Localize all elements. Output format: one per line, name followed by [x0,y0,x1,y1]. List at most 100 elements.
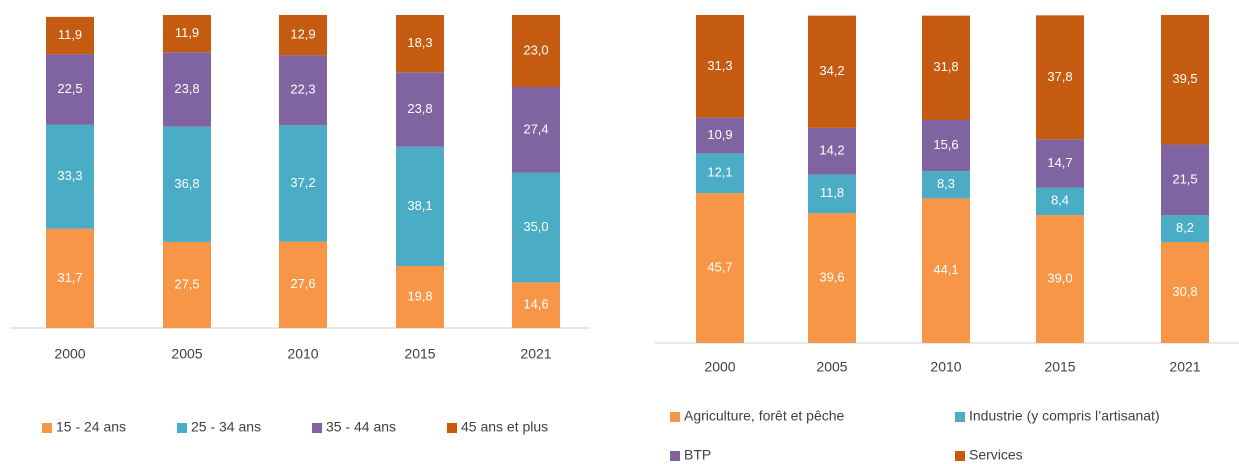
data-label: 23,0 [523,42,548,57]
data-label: 34,2 [819,63,844,78]
bar-segment [696,15,744,118]
data-label: 12,9 [290,27,315,42]
data-label: 39,5 [1172,71,1197,86]
legend-swatch [955,412,965,422]
data-label: 12,1 [707,165,732,180]
bar-segment [1161,144,1209,216]
bar-segment [396,15,444,73]
bar-segment [808,127,856,175]
bar-segment [396,266,444,328]
data-label: 37,2 [290,175,315,190]
bar-segment [512,172,560,283]
data-label: 35,0 [523,219,548,234]
x-tick-label: 2005 [171,346,202,362]
data-label: 23,8 [174,81,199,96]
bar-segment [512,15,560,87]
legend-swatch [447,423,457,433]
bar-segment [808,15,856,128]
x-tick-label: 2000 [54,346,85,362]
bar-segment [279,15,327,56]
data-label: 19,8 [407,288,432,303]
bar-segment [696,153,744,194]
bar-segment [46,124,94,229]
legend-swatch [670,451,680,461]
bar-segment [696,117,744,154]
bar-segment [808,174,856,214]
x-tick-label: 2015 [404,346,435,362]
bar-segment [696,193,744,343]
data-label: 39,6 [819,269,844,284]
data-label: 45,7 [707,259,732,274]
bar-segment [1161,15,1209,145]
legend-swatch [177,423,187,433]
bar-segment [808,213,856,343]
data-label: 11,9 [175,25,199,40]
data-label: 10,9 [707,127,732,142]
legend-swatch [955,451,965,461]
data-label: 22,5 [57,81,82,96]
data-label: 33,3 [57,168,82,183]
x-tick-label: 2010 [930,359,961,375]
bar-segment [396,146,444,267]
bar-segment [46,16,94,55]
bar-segment [1161,241,1209,343]
data-label: 30,8 [1172,284,1197,299]
data-label: 21,5 [1172,171,1197,186]
data-label: 37,8 [1047,69,1072,84]
legend-label: 25 - 34 ans [191,419,261,435]
bar-segment [1036,15,1084,140]
data-label: 39,0 [1047,270,1072,285]
x-tick-label: 2010 [287,346,318,362]
legend-swatch [670,412,680,422]
legend-label: Industrie (y compris l’artisanat) [969,408,1160,424]
bar-segment [163,15,211,53]
data-label: 27,4 [523,121,548,136]
x-tick-label: 2000 [704,359,735,375]
data-label: 15,6 [933,137,958,152]
legend-label: Agriculture, forêt et pêche [684,408,845,424]
bar-segment [279,125,327,242]
data-label: 14,7 [1047,155,1072,170]
bar-segment [1036,187,1084,216]
data-label: 8,4 [1051,193,1069,208]
bar-segment [1161,215,1209,242]
bar-segment [163,241,211,328]
bar-segment [512,282,560,328]
data-label: 8,3 [937,176,955,191]
data-label: 14,2 [819,143,844,158]
legend-label: Services [969,447,1023,463]
x-tick-label: 2015 [1044,359,1075,375]
bar-segment [1036,215,1084,343]
x-tick-label: 2021 [520,346,551,362]
data-label: 38,1 [407,198,432,213]
legend-label: 15 - 24 ans [56,419,126,435]
legend-label: 35 - 44 ans [326,419,396,435]
bar-segment [396,72,444,147]
bar-segment [1036,139,1084,188]
bar-segment [46,54,94,125]
data-label: 44,1 [933,262,958,277]
bar-segment [922,198,970,343]
bar-segment [279,241,327,328]
data-label: 31,3 [707,58,732,73]
bar-segment [922,15,970,120]
data-label: 18,3 [407,35,432,50]
data-label: 14,6 [523,297,548,312]
data-label: 27,6 [290,276,315,291]
legend-label: BTP [684,447,711,463]
data-label: 11,9 [58,27,82,42]
bar-segment [163,52,211,127]
data-label: 23,8 [407,101,432,116]
bar-segment [279,55,327,126]
data-label: 31,7 [57,270,82,285]
bar-segment [163,126,211,242]
bar-segment [46,228,94,328]
data-label: 27,5 [174,276,199,291]
data-label: 11,8 [820,185,844,200]
x-tick-label: 2021 [1169,359,1200,375]
legend-swatch [42,423,52,433]
data-label: 31,8 [933,59,958,74]
bar-segment [922,119,970,172]
data-label: 22,3 [290,82,315,97]
